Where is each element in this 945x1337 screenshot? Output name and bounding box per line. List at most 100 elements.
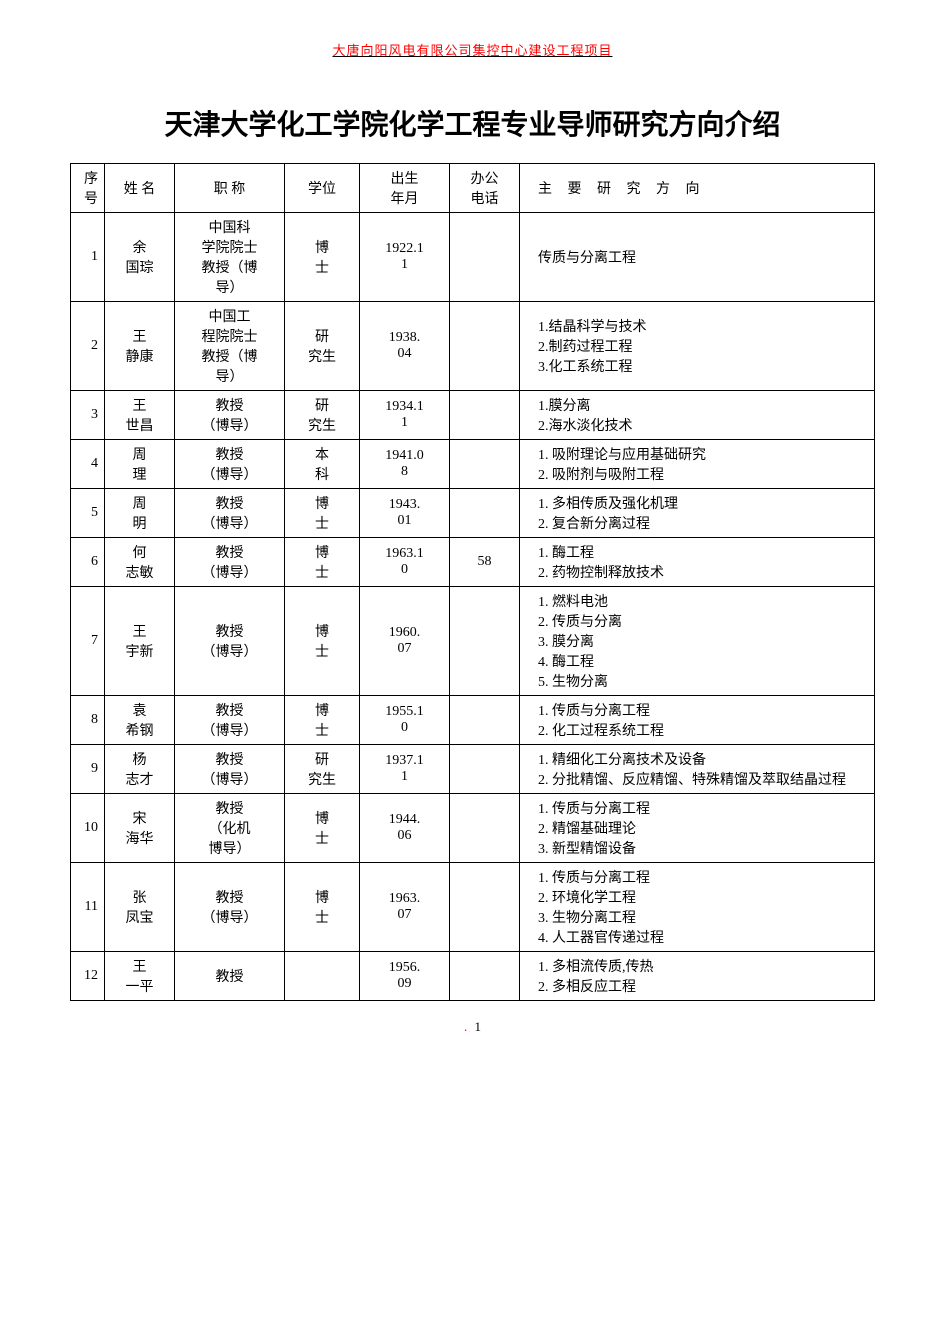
title-cell: 教授（博导）: [175, 745, 285, 794]
research-line: 3. 新型精馏设备: [538, 838, 868, 858]
seq-cell: 9: [71, 745, 105, 794]
research-cell: 1. 燃料电池2. 传质与分离3. 膜分离4. 酶工程5. 生物分离: [520, 587, 875, 696]
research-line: 2. 分批精馏、反应精馏、特殊精馏及萃取结晶过程: [538, 769, 868, 789]
footer-dot-icon: .: [464, 1019, 467, 1034]
research-line: 2. 精馏基础理论: [538, 818, 868, 838]
birth-cell: 1963.10: [360, 538, 450, 587]
research-line: 2. 传质与分离: [538, 611, 868, 631]
name-cell: 余国琮: [105, 213, 175, 302]
phone-cell: [450, 696, 520, 745]
phone-cell: [450, 863, 520, 952]
table-row: 11张凤宝教授（博导）博士1963.071. 传质与分离工程2. 环境化学工程3…: [71, 863, 875, 952]
footer-page-number: 1: [475, 1019, 482, 1034]
research-line: 1. 燃料电池: [538, 591, 868, 611]
birth-cell: 1960.07: [360, 587, 450, 696]
table-header-row: 序号 姓 名 职 称 学位 出生年月 办公电话 主 要 研 究 方 向: [71, 164, 875, 213]
title-cell: 教授（博导）: [175, 696, 285, 745]
title-cell: 教授（博导）: [175, 538, 285, 587]
seq-cell: 2: [71, 302, 105, 391]
research-cell: 1.膜分离2.海水淡化技术: [520, 391, 875, 440]
page-footer: . 1: [70, 1019, 875, 1035]
name-cell: 周明: [105, 489, 175, 538]
table-row: 9杨志才教授（博导）研究生1937.111. 精细化工分离技术及设备2. 分批精…: [71, 745, 875, 794]
degree-cell: 本科: [285, 440, 360, 489]
seq-cell: 4: [71, 440, 105, 489]
research-line: 2. 复合新分离过程: [538, 513, 868, 533]
degree-cell: 博士: [285, 587, 360, 696]
birth-cell: 1956.09: [360, 952, 450, 1001]
col-phone-header: 办公电话: [450, 164, 520, 213]
research-line: 4. 人工器官传递过程: [538, 927, 868, 947]
title-cell: 教授（博导）: [175, 587, 285, 696]
phone-cell: [450, 587, 520, 696]
research-cell: 1. 传质与分离工程2. 环境化学工程3. 生物分离工程4. 人工器官传递过程: [520, 863, 875, 952]
research-line: 2.制药过程工程: [538, 336, 868, 356]
research-cell: 1. 酶工程2. 药物控制释放技术: [520, 538, 875, 587]
title-cell: 中国工程院院士教授（博导）: [175, 302, 285, 391]
phone-cell: 58: [450, 538, 520, 587]
research-line: 1. 传质与分离工程: [538, 867, 868, 887]
birth-cell: 1934.11: [360, 391, 450, 440]
research-line: 2. 药物控制释放技术: [538, 562, 868, 582]
table-row: 2王静康中国工程院院士教授（博导）研究生1938.041.结晶科学与技术2.制药…: [71, 302, 875, 391]
birth-cell: 1963.07: [360, 863, 450, 952]
research-line: 传质与分离工程: [538, 247, 868, 267]
research-cell: 1.结晶科学与技术2.制药过程工程3.化工系统工程: [520, 302, 875, 391]
birth-cell: 1955.10: [360, 696, 450, 745]
degree-cell: 博士: [285, 794, 360, 863]
research-cell: 1. 多相传质及强化机理2. 复合新分离过程: [520, 489, 875, 538]
research-line: 1. 多相传质及强化机理: [538, 493, 868, 513]
name-cell: 王静康: [105, 302, 175, 391]
degree-cell: 博士: [285, 538, 360, 587]
table-row: 5周明教授（博导）博士1943.011. 多相传质及强化机理2. 复合新分离过程: [71, 489, 875, 538]
phone-cell: [450, 440, 520, 489]
research-line: 2. 化工过程系统工程: [538, 720, 868, 740]
research-line: 2. 吸附剂与吸附工程: [538, 464, 868, 484]
seq-cell: 6: [71, 538, 105, 587]
birth-cell: 1937.11: [360, 745, 450, 794]
research-line: 1. 吸附理论与应用基础研究: [538, 444, 868, 464]
title-cell: 教授: [175, 952, 285, 1001]
birth-cell: 1943.01: [360, 489, 450, 538]
phone-cell: [450, 489, 520, 538]
research-line: 4. 酶工程: [538, 651, 868, 671]
degree-cell: [285, 952, 360, 1001]
research-line: 3. 生物分离工程: [538, 907, 868, 927]
research-line: 1.结晶科学与技术: [538, 316, 868, 336]
name-cell: 何志敏: [105, 538, 175, 587]
table-row: 7王宇新教授（博导）博士1960.071. 燃料电池2. 传质与分离3. 膜分离…: [71, 587, 875, 696]
table-row: 3王世昌教授（博导）研究生1934.111.膜分离2.海水淡化技术: [71, 391, 875, 440]
col-name-header: 姓 名: [105, 164, 175, 213]
research-line: 2. 多相反应工程: [538, 976, 868, 996]
degree-cell: 博士: [285, 863, 360, 952]
research-cell: 1. 传质与分离工程2. 化工过程系统工程: [520, 696, 875, 745]
research-line: 2. 环境化学工程: [538, 887, 868, 907]
title-cell: 教授（博导）: [175, 489, 285, 538]
name-cell: 周理: [105, 440, 175, 489]
research-line: 1. 多相流传质,传热: [538, 956, 868, 976]
table-row: 1余国琮中国科学院院士教授（博导）博士1922.11传质与分离工程: [71, 213, 875, 302]
name-cell: 张凤宝: [105, 863, 175, 952]
degree-cell: 研究生: [285, 302, 360, 391]
seq-cell: 12: [71, 952, 105, 1001]
name-cell: 袁希钢: [105, 696, 175, 745]
degree-cell: 博士: [285, 213, 360, 302]
phone-cell: [450, 952, 520, 1001]
research-cell: 传质与分离工程: [520, 213, 875, 302]
title-cell: 中国科学院院士教授（博导）: [175, 213, 285, 302]
col-seq-header: 序号: [71, 164, 105, 213]
seq-cell: 3: [71, 391, 105, 440]
title-cell: 教授（化机博导）: [175, 794, 285, 863]
research-line: 1.膜分离: [538, 395, 868, 415]
table-row: 6何志敏教授（博导）博士1963.10581. 酶工程2. 药物控制释放技术: [71, 538, 875, 587]
page-title: 天津大学化工学院化学工程专业导师研究方向介绍: [70, 103, 875, 143]
phone-cell: [450, 794, 520, 863]
research-line: 1. 酶工程: [538, 542, 868, 562]
research-line: 2.海水淡化技术: [538, 415, 868, 435]
research-line: 1. 精细化工分离技术及设备: [538, 749, 868, 769]
research-line: 3. 膜分离: [538, 631, 868, 651]
phone-cell: [450, 302, 520, 391]
phone-cell: [450, 213, 520, 302]
research-line: 1. 传质与分离工程: [538, 700, 868, 720]
degree-cell: 博士: [285, 696, 360, 745]
